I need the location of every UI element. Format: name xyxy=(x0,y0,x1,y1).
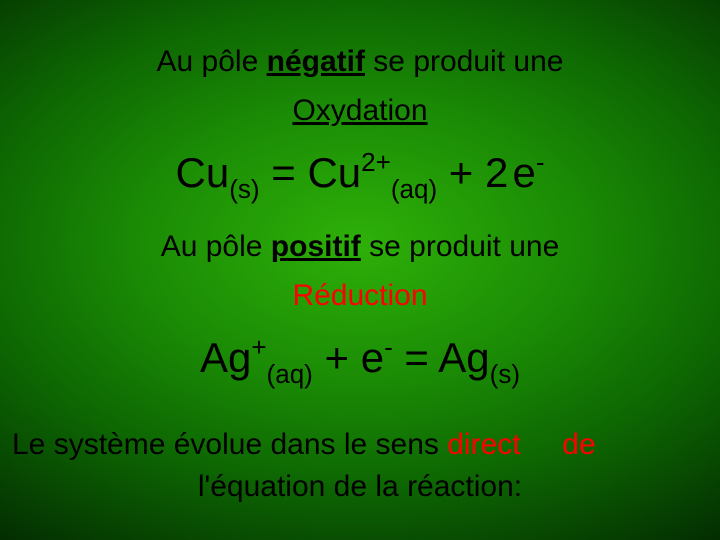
text: l'équation de la réaction: xyxy=(198,470,522,503)
slide: Au pôle négatif se produit une Oxydation… xyxy=(0,0,720,540)
eq-sub: (s) xyxy=(490,359,520,389)
eq-sup: - xyxy=(536,147,545,177)
eq-sub: (aq) xyxy=(267,359,313,389)
equation-oxydation: Cu(s) = Cu2+(aq) + 2 e- xyxy=(0,148,720,203)
text: Oxydation xyxy=(292,94,427,127)
eq-sub: (aq) xyxy=(391,174,437,204)
text-bold: négatif xyxy=(267,45,365,78)
eq-part: + e xyxy=(313,334,384,381)
line-equation-reaction: l'équation de la réaction: xyxy=(0,470,720,504)
eq-part: e xyxy=(512,149,535,196)
equation-reduction: Ag+(aq) + e- = Ag(s) xyxy=(0,333,720,388)
line-positif: Au pôle positif se produit une xyxy=(0,230,720,264)
text-red: de xyxy=(562,428,595,461)
line-reduction: Réduction xyxy=(0,279,720,313)
eq-part: Cu xyxy=(176,149,230,196)
text-red: direct xyxy=(447,428,520,461)
eq-part: Ag xyxy=(200,334,251,381)
eq-sup: 2+ xyxy=(361,147,391,177)
eq-part: = Ag xyxy=(393,334,490,381)
text: Au pôle xyxy=(157,45,267,78)
text-space xyxy=(521,428,563,461)
eq-part: + 2 xyxy=(437,149,508,196)
text: se produit une xyxy=(361,230,559,263)
eq-sup: + xyxy=(251,332,266,362)
text: Réduction xyxy=(292,279,427,312)
text: se produit une xyxy=(365,45,563,78)
line-negatif: Au pôle négatif se produit une xyxy=(0,45,720,79)
eq-sup: - xyxy=(384,332,393,362)
text: Au pôle xyxy=(161,230,271,263)
text-bold: positif xyxy=(271,230,361,263)
eq-sub: (s) xyxy=(229,174,259,204)
eq-part: = Cu xyxy=(260,149,362,196)
line-sens: Le système évolue dans le sens direct de xyxy=(0,428,720,462)
line-oxydation: Oxydation xyxy=(0,94,720,128)
text: Le système évolue dans le sens xyxy=(12,428,447,461)
